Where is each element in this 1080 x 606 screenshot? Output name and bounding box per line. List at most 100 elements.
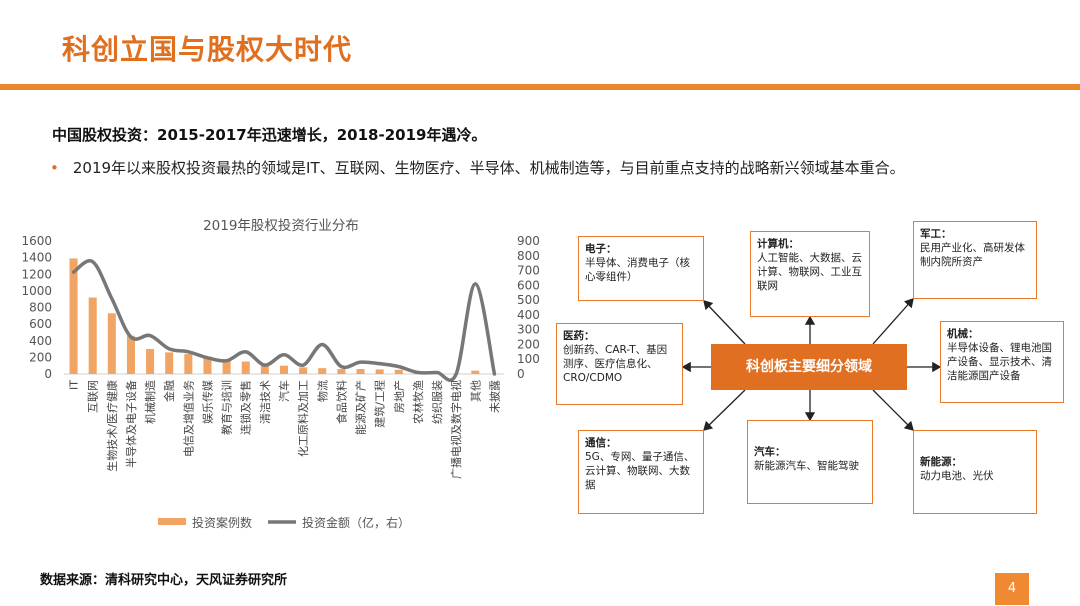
box-computer-title: 计算机：	[757, 238, 799, 250]
diagram-center: 科创板主要细分领域	[711, 344, 907, 390]
y-tick-right: 700	[517, 264, 540, 278]
page-number: 4	[995, 573, 1029, 605]
x-tick-label: IT	[68, 380, 81, 390]
legend-bar-swatch	[158, 518, 186, 525]
y-tick-right: 400	[517, 308, 540, 322]
box-electronics-title: 电子：	[585, 243, 617, 255]
x-tick-label: 纺织服装	[430, 380, 444, 424]
y-tick-left: 1200	[21, 267, 52, 281]
bar	[203, 356, 212, 374]
bar	[146, 349, 155, 374]
x-tick-label: 机械制造	[143, 380, 157, 424]
y-tick-left: 1600	[21, 234, 52, 248]
bar	[318, 368, 327, 374]
bar	[337, 369, 346, 374]
box-electronics: 电子： 半导体、消费电子（核心零组件）	[578, 236, 704, 301]
bar	[184, 354, 193, 374]
box-newenergy-text: 动力电池、光伏	[920, 470, 994, 482]
box-medical: 医药： 创新药、CAR-T、基因测序、医疗信息化、CRO/CDMO	[556, 323, 683, 405]
y-tick-left: 1400	[21, 251, 52, 265]
x-tick-label: 广播电视及数字电视	[449, 380, 463, 479]
bar	[260, 365, 269, 374]
y-tick-left: 200	[29, 350, 52, 364]
x-tick-label: 化工原料及加工	[296, 380, 310, 457]
bar	[165, 352, 174, 374]
x-tick-label: 电信及增值业务	[181, 380, 195, 457]
x-tick-label: 其他	[469, 380, 482, 402]
box-machinery: 机械： 半导体设备、锂电池国产设备、显示技术、清洁能源国产设备	[940, 321, 1064, 403]
data-source: 数据来源：清科研究中心，天风证券研究所	[40, 573, 288, 588]
x-tick-label: 清洁技术	[259, 380, 272, 424]
x-tick-label: 教育与培训	[220, 380, 234, 435]
box-machinery-title: 机械：	[947, 328, 979, 340]
box-military-text: 民用产业化、高研发体制内院所资产	[920, 242, 1025, 268]
y-tick-right: 200	[517, 337, 540, 351]
box-telecom-title: 通信：	[585, 437, 617, 449]
box-medical-text: 创新药、CAR-T、基因测序、医疗信息化、CRO/CDMO	[563, 344, 668, 384]
x-tick-label: 房地产	[392, 380, 406, 413]
y-tick-right: 900	[517, 234, 540, 248]
page-title: 科创立国与股权大时代	[62, 33, 353, 66]
bar	[241, 361, 250, 374]
bar	[356, 369, 365, 374]
y-tick-right: 0	[517, 367, 525, 381]
arrow-newenergy	[872, 389, 914, 431]
box-newenergy: 新能源： 动力电池、光伏	[913, 430, 1037, 514]
x-tick-label: 金融	[162, 380, 176, 402]
bar	[69, 258, 78, 374]
bar	[88, 297, 97, 374]
series-line	[71, 259, 497, 382]
legend-line-label: 投资金额（亿，右）	[302, 515, 410, 530]
x-tick-label: 未披露	[487, 380, 501, 413]
box-electronics-text: 半导体、消费电子（核心零组件）	[585, 257, 690, 283]
bar	[279, 365, 289, 374]
bar	[107, 313, 116, 374]
box-military: 军工： 民用产业化、高研发体制内院所资产	[913, 221, 1037, 299]
box-telecom-text: 5G、专网、量子通信、云计算、物联网、大数据	[585, 451, 695, 491]
arrow-telecom	[703, 389, 746, 431]
title-rule	[0, 84, 1080, 90]
arrow-military	[872, 298, 914, 345]
x-tick-label: 能源及矿产	[354, 380, 368, 435]
bar	[375, 369, 384, 374]
bar	[299, 367, 308, 374]
bar	[394, 369, 403, 374]
x-tick-label: 娱乐传媒	[200, 380, 214, 424]
x-tick-label: 连锁及零售	[239, 380, 253, 435]
bar	[126, 335, 135, 374]
x-tick-label: 农林牧渔	[411, 380, 425, 424]
bullet-text: 2019年以来股权投资最热的领域是IT、互联网、生物医疗、半导体、机械制造等，与…	[72, 159, 905, 177]
x-tick-label: 物流	[315, 380, 329, 402]
industry-distribution-chart: 0200400600800100012001400160001002003004…	[21, 234, 540, 530]
y-tick-right: 300	[517, 323, 540, 337]
legend-bar-label: 投资案例数	[192, 515, 252, 530]
box-auto: 汽车： 新能源汽车、智能驾驶	[747, 420, 873, 504]
y-tick-right: 600	[517, 278, 540, 292]
box-machinery-text: 半导体设备、锂电池国产设备、显示技术、清洁能源国产设备	[947, 342, 1052, 382]
x-tick-label: 建筑/工程	[373, 380, 387, 428]
y-tick-left: 0	[44, 367, 52, 381]
arrow-electronics	[703, 300, 746, 345]
bar	[222, 360, 231, 374]
box-computer: 计算机： 人工智能、大数据、云计算、物联网、工业互联网	[750, 231, 870, 317]
x-tick-label: 生物技术/医疗健康	[105, 380, 119, 472]
box-telecom: 通信： 5G、专网、量子通信、云计算、物联网、大数据	[578, 430, 704, 514]
y-tick-left: 400	[29, 334, 52, 348]
box-military-title: 军工：	[920, 228, 952, 240]
bullet-point: • 2019年以来股权投资最热的领域是IT、互联网、生物医疗、半导体、机械制造等，…	[50, 157, 905, 178]
x-tick-label: 汽车	[277, 380, 291, 402]
chart-title: 2019年股权投资行业分布	[203, 218, 359, 234]
y-tick-left: 800	[29, 301, 52, 315]
y-tick-right: 500	[517, 293, 540, 307]
y-tick-left: 600	[29, 317, 52, 331]
box-computer-text: 人工智能、大数据、云计算、物联网、工业互联网	[757, 252, 862, 292]
y-tick-left: 1000	[21, 284, 52, 298]
box-auto-title: 汽车：	[754, 446, 786, 458]
x-tick-label: 食品饮料	[334, 380, 348, 424]
x-tick-label: 半导体及电子设备	[124, 380, 138, 468]
box-medical-title: 医药：	[563, 330, 595, 342]
bar	[471, 370, 480, 374]
y-tick-right: 100	[517, 352, 540, 366]
x-tick-label: 互联网	[87, 380, 100, 413]
